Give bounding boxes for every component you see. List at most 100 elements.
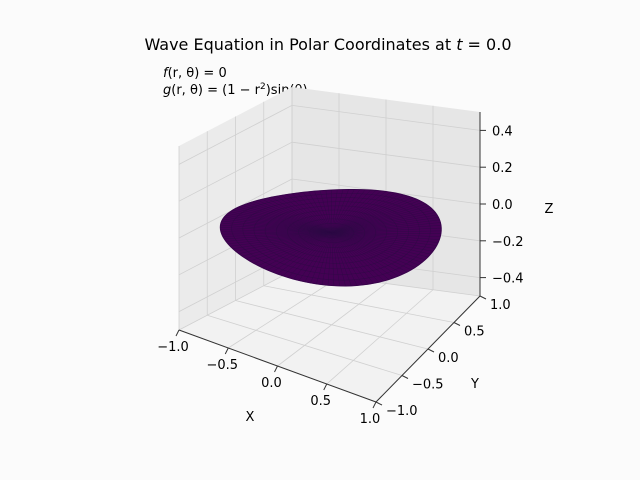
surface-ring-line bbox=[298, 218, 366, 248]
y-tick bbox=[375, 401, 383, 406]
surface-ring-line bbox=[220, 189, 442, 287]
surface-radial-line bbox=[235, 232, 332, 252]
z-tick-label: 0.4 bbox=[492, 124, 513, 139]
surface-radial-line bbox=[331, 232, 441, 237]
surface-radial-line bbox=[308, 191, 332, 233]
surface-radial-line bbox=[331, 232, 416, 268]
z-tick-label: −0.2 bbox=[492, 235, 524, 250]
surface-radial-line bbox=[220, 222, 332, 233]
surface-radial-line bbox=[286, 194, 332, 233]
y-tick-label: −1.0 bbox=[386, 404, 418, 419]
surface-radial-line bbox=[331, 232, 346, 287]
x-tick bbox=[274, 365, 278, 373]
surface-radial-line bbox=[304, 232, 332, 282]
surface-radial-line bbox=[266, 197, 332, 233]
surface-ring-line bbox=[253, 201, 409, 270]
surface-radial-line bbox=[331, 193, 401, 233]
surface-radial-line bbox=[253, 201, 332, 233]
surface-radial-line bbox=[331, 205, 429, 233]
y-axis-label: Y bbox=[470, 377, 479, 392]
x-tick bbox=[224, 347, 229, 355]
z-axis-label: Z bbox=[545, 202, 554, 217]
tick-labels: −1.0 −0.5 0.0 0.5 1.0 −1.0 −0.5 0.0 0.5 1.0 −0.4 −0… bbox=[157, 124, 523, 427]
y-tick-label: 1.0 bbox=[490, 298, 511, 313]
surface-radial-line bbox=[292, 193, 332, 233]
surface-radial-line bbox=[331, 232, 423, 263]
surface-radial-line bbox=[261, 199, 332, 233]
surface-radial-line bbox=[331, 232, 385, 282]
surface-radial-line bbox=[271, 196, 332, 233]
surface-ring-line bbox=[275, 209, 388, 259]
surface-radial-line bbox=[314, 191, 332, 233]
surface-radial-line bbox=[331, 232, 440, 240]
surface-ring-line bbox=[309, 223, 355, 243]
x-tick-label: 0.5 bbox=[310, 394, 331, 409]
x-axis-label: X bbox=[246, 410, 255, 425]
x-tick-label: −1.0 bbox=[157, 340, 189, 355]
surface-radial-line bbox=[331, 232, 379, 283]
surface-radial-line bbox=[331, 189, 371, 233]
surface-radial-line bbox=[232, 232, 332, 250]
annotation-f: f(r, θ) = 0 bbox=[163, 66, 227, 81]
surface-radial-line bbox=[298, 232, 332, 281]
surface-radial-line bbox=[331, 212, 436, 233]
surface-radial-line bbox=[310, 232, 332, 284]
surface-radial-line bbox=[245, 203, 332, 233]
surface-radial-line bbox=[331, 232, 363, 286]
back-grid-z bbox=[291, 105, 481, 131]
surface-radial-line bbox=[331, 198, 417, 233]
surface-radial-line bbox=[331, 203, 426, 233]
z-tick-label: −0.4 bbox=[492, 272, 524, 287]
surface-radial-line bbox=[281, 195, 332, 233]
surface-disk bbox=[219, 188, 442, 287]
wall-grid-z bbox=[178, 141, 293, 202]
surface-radial-line bbox=[331, 232, 399, 277]
surface-radial-line bbox=[331, 189, 338, 233]
x-tick bbox=[175, 329, 180, 337]
surface-radial-line bbox=[220, 227, 332, 233]
surface-radial-line bbox=[331, 232, 358, 286]
surface-radial-line bbox=[242, 232, 332, 257]
x-tick-label: 1.0 bbox=[360, 412, 381, 427]
surface-radial-line bbox=[331, 232, 408, 273]
surface-radial-line bbox=[331, 214, 438, 233]
surface-radial-line bbox=[331, 217, 439, 233]
surface-radial-line bbox=[331, 189, 366, 233]
surface-ring-line bbox=[264, 205, 398, 264]
surface-radial-line bbox=[230, 232, 332, 247]
surface-radial-line bbox=[331, 189, 349, 233]
surface-ring-line bbox=[287, 214, 377, 254]
surface-radial-line bbox=[331, 232, 369, 285]
surface-radial-line bbox=[331, 197, 413, 233]
surface-radial-line bbox=[331, 232, 340, 286]
surface-radial-line bbox=[258, 232, 332, 266]
y-tick-label: 0.0 bbox=[438, 351, 459, 366]
surface-ring-line bbox=[320, 227, 344, 238]
surface-radial-line bbox=[249, 232, 332, 262]
surface-radial-line bbox=[331, 189, 361, 233]
wall-grid-z bbox=[178, 105, 293, 165]
surface-radial-line bbox=[227, 232, 332, 245]
surface-radial-line bbox=[276, 196, 332, 233]
surface-radial-line bbox=[253, 232, 332, 264]
surface-radial-line bbox=[331, 207, 432, 233]
x-tick bbox=[372, 401, 377, 409]
surface-radial-line bbox=[331, 209, 434, 233]
surface-radial-line bbox=[331, 232, 419, 266]
y-tick-label: −0.5 bbox=[412, 378, 444, 393]
surface-radial-line bbox=[325, 190, 332, 233]
surface-radial-line bbox=[302, 192, 332, 233]
surface-radial-line bbox=[331, 232, 352, 286]
z-tick-label: 0.0 bbox=[492, 198, 513, 213]
surface-radial-line bbox=[331, 232, 437, 246]
x-tick-label: −0.5 bbox=[206, 358, 238, 373]
floor-grid-y bbox=[263, 285, 455, 323]
y-tick bbox=[453, 322, 461, 326]
surface-radial-line bbox=[316, 232, 332, 284]
surface-radial-line bbox=[331, 189, 355, 233]
surface-radial-line bbox=[287, 232, 332, 278]
surface-radial-line bbox=[297, 192, 332, 233]
surface-radial-line bbox=[225, 232, 332, 242]
y-tick-label: 0.5 bbox=[464, 325, 485, 340]
surface-radial-line bbox=[327, 232, 332, 286]
